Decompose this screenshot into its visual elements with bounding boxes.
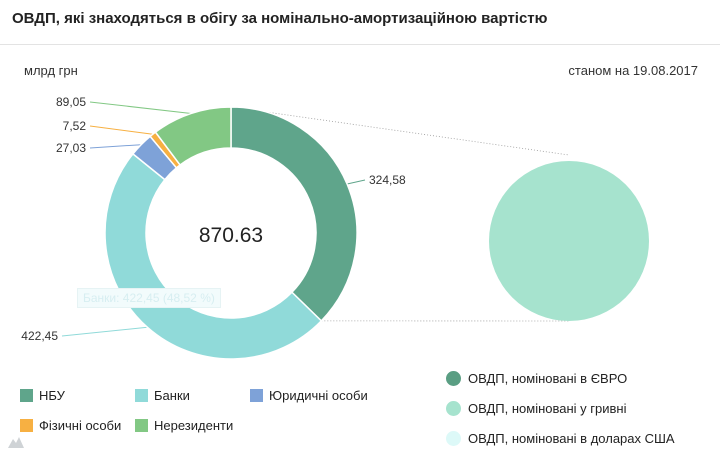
brand-logo-icon [8, 437, 24, 448]
legend-item-individuals[interactable]: Фізичні особи [20, 418, 121, 433]
data-label-nbu: 324,58 [369, 173, 406, 187]
legend-swatch [20, 389, 33, 402]
data-label-individuals: 7,52 [63, 119, 87, 133]
legend-label: ОВДП, номіновані у гривні [468, 401, 627, 416]
legend-swatch [20, 419, 33, 432]
legend-label: ОВДП, номіновані в доларах США [468, 431, 675, 446]
leader-line-nonresidents [89, 101, 192, 114]
leader-line-legal-entities [89, 144, 142, 149]
donut-slice-nbu[interactable] [230, 106, 358, 322]
detail-pie-slice-uah[interactable] [489, 161, 649, 321]
legend-item-usd-bonds[interactable]: ОВДП, номіновані в доларах США [446, 431, 675, 446]
legend-item-legal-entities[interactable]: Юридичні особи [250, 388, 368, 403]
legend-item-banks[interactable]: Банки [135, 388, 190, 403]
legend-swatch [135, 389, 148, 402]
header-divider [0, 44, 720, 45]
legend-item-nbu[interactable]: НБУ [20, 388, 65, 403]
legend-label: ОВДП, номіновані в ЄВРО [468, 371, 628, 386]
legend-item-nonresidents[interactable]: Нерезиденти [135, 418, 233, 433]
chart-tooltip: Банки: 422,45 (48,52 %) [77, 288, 221, 308]
leader-line-banks [61, 326, 148, 337]
legend-label: Нерезиденти [154, 418, 234, 433]
legend-dot [446, 431, 461, 446]
legend-item-eur-bonds[interactable]: ОВДП, номіновані в ЄВРО [446, 371, 627, 386]
legend-dot [446, 401, 461, 416]
legend-label: Юридичні особи [269, 388, 368, 403]
leader-line-individuals [89, 125, 153, 135]
donut-slice-nonresidents[interactable] [154, 106, 232, 167]
legend-dot [446, 371, 461, 386]
data-label-nonresidents: 89,05 [56, 95, 86, 109]
legend-swatch [250, 389, 263, 402]
unit-label: млрд грн [24, 63, 78, 78]
legend-label: НБУ [39, 388, 65, 403]
legend-label: Банки [154, 388, 190, 403]
legend-label: Фізичні особи [39, 418, 122, 433]
chart-title: ОВДП, які знаходяться в обігу за номінал… [12, 10, 548, 27]
leader-line-nbu [346, 179, 366, 185]
data-label-banks: 422,45 [21, 329, 58, 343]
legend-swatch [135, 419, 148, 432]
data-label-legal-entities: 27,03 [56, 141, 86, 155]
date-label: станом на 19.08.2017 [568, 63, 698, 78]
donut-total-label: 870.63 [199, 224, 263, 247]
legend-item-uah-bonds[interactable]: ОВДП, номіновані у гривні [446, 401, 627, 416]
